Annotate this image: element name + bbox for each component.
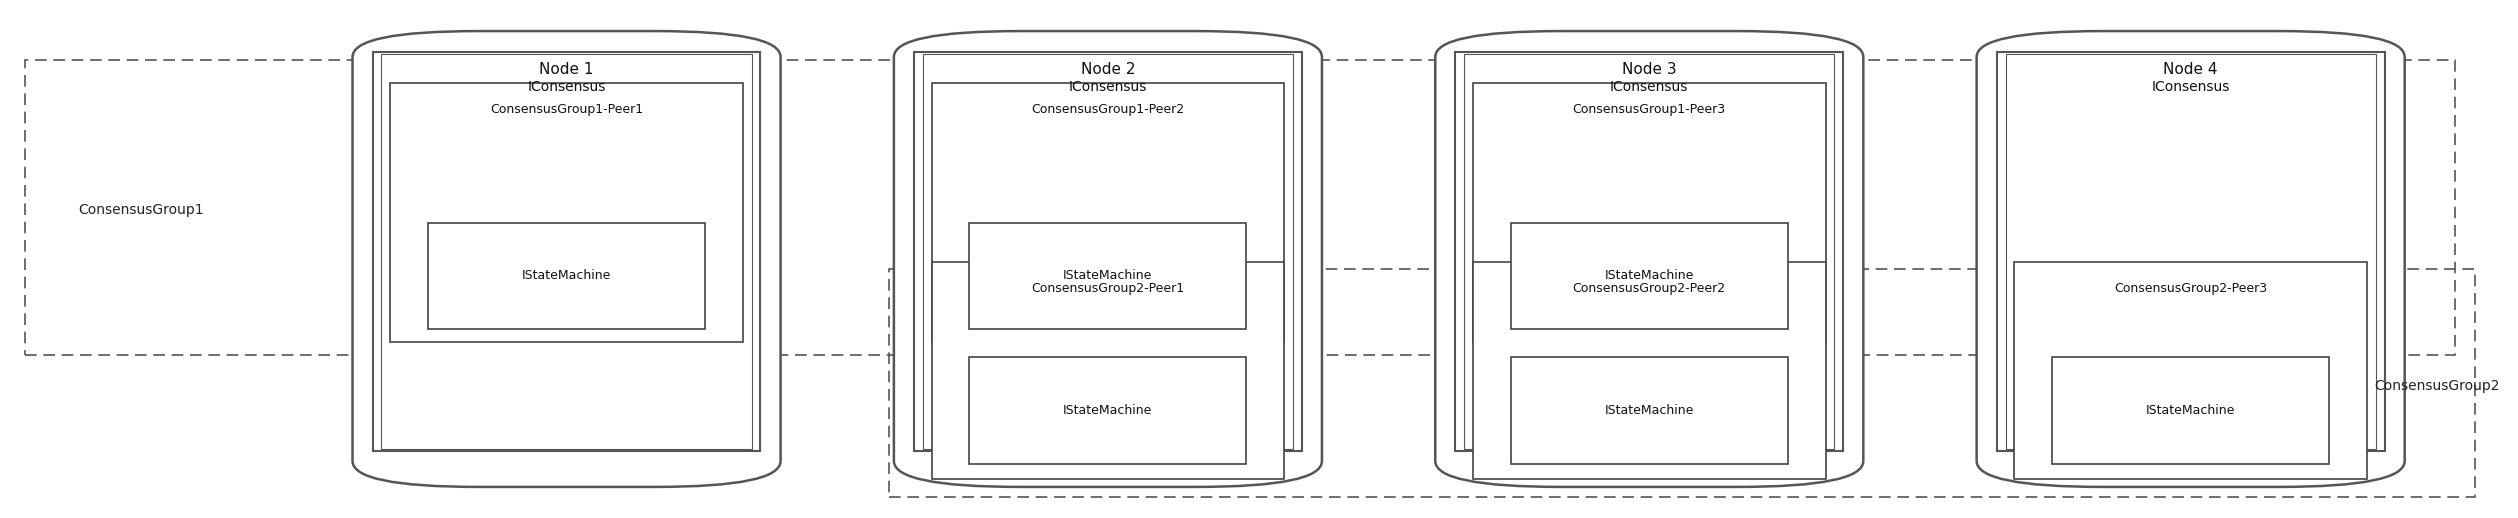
- FancyBboxPatch shape: [1435, 31, 1863, 487]
- Text: IStateMachine: IStateMachine: [1063, 269, 1153, 282]
- Bar: [1511, 223, 1788, 329]
- Text: IConsensus: IConsensus: [1068, 80, 1148, 94]
- Text: ConsensusGroup2-Peer2: ConsensusGroup2-Peer2: [1574, 282, 1725, 295]
- Text: Node 1: Node 1: [539, 63, 594, 77]
- Bar: [922, 53, 1294, 449]
- Bar: [889, 269, 2475, 497]
- Text: IConsensus: IConsensus: [1609, 80, 1690, 94]
- Text: Node 2: Node 2: [1080, 63, 1136, 77]
- Text: Node 4: Node 4: [2163, 63, 2218, 77]
- Bar: [1463, 53, 1833, 449]
- Bar: [380, 53, 750, 449]
- Bar: [2004, 53, 2377, 449]
- Text: ConsensusGroup1-Peer3: ConsensusGroup1-Peer3: [1574, 103, 1725, 117]
- Text: IStateMachine: IStateMachine: [521, 269, 612, 282]
- Bar: [969, 223, 1246, 329]
- FancyBboxPatch shape: [353, 31, 781, 487]
- Text: IStateMachine: IStateMachine: [1063, 404, 1153, 417]
- Text: ConsensusGroup2-Peer3: ConsensusGroup2-Peer3: [2115, 282, 2266, 295]
- Bar: [1997, 52, 2385, 451]
- Bar: [373, 52, 760, 451]
- Bar: [1455, 52, 1843, 451]
- Bar: [969, 357, 1246, 464]
- Text: IStateMachine: IStateMachine: [1604, 269, 1695, 282]
- Bar: [914, 52, 1302, 451]
- Text: IConsensus: IConsensus: [2150, 80, 2231, 94]
- Text: Node 3: Node 3: [1622, 63, 1677, 77]
- Bar: [932, 83, 1284, 342]
- Text: ConsensusGroup1: ConsensusGroup1: [78, 203, 204, 217]
- Bar: [2014, 262, 2367, 479]
- Text: ConsensusGroup1-Peer1: ConsensusGroup1-Peer1: [491, 103, 642, 117]
- Text: ConsensusGroup1-Peer2: ConsensusGroup1-Peer2: [1032, 103, 1183, 117]
- Text: IConsensus: IConsensus: [526, 80, 607, 94]
- Bar: [390, 83, 743, 342]
- FancyBboxPatch shape: [894, 31, 1322, 487]
- Bar: [1473, 83, 1826, 342]
- Bar: [428, 223, 705, 329]
- Bar: [25, 60, 2455, 355]
- FancyBboxPatch shape: [1977, 31, 2405, 487]
- Bar: [1473, 262, 1826, 479]
- Bar: [2052, 357, 2329, 464]
- Bar: [932, 262, 1284, 479]
- Bar: [1511, 357, 1788, 464]
- Text: IStateMachine: IStateMachine: [2145, 404, 2236, 417]
- Text: ConsensusGroup2-Peer1: ConsensusGroup2-Peer1: [1032, 282, 1183, 295]
- Text: ConsensusGroup2: ConsensusGroup2: [2374, 379, 2500, 393]
- Text: IStateMachine: IStateMachine: [1604, 404, 1695, 417]
